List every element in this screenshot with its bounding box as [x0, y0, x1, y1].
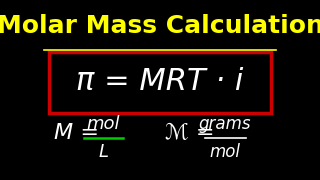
Text: L: L [98, 143, 108, 161]
Text: M =: M = [54, 123, 99, 143]
Text: mol: mol [210, 143, 241, 161]
Text: mol: mol [87, 115, 120, 133]
FancyBboxPatch shape [49, 52, 271, 113]
Text: Molar Mass Calculation: Molar Mass Calculation [0, 14, 320, 38]
Text: π = MRT · i: π = MRT · i [76, 67, 244, 96]
Text: ℳ =: ℳ = [165, 123, 214, 143]
Text: grams: grams [199, 115, 251, 133]
